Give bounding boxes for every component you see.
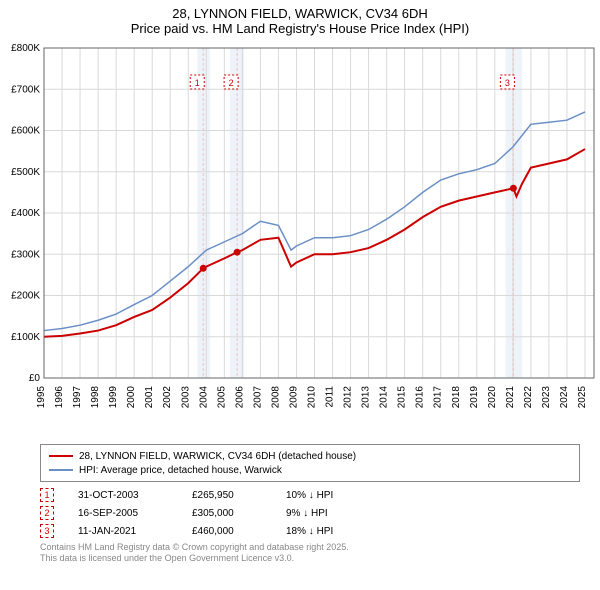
sale-date: 11-JAN-2021 bbox=[78, 526, 168, 537]
svg-text:2018: 2018 bbox=[451, 386, 462, 409]
sale-date: 16-SEP-2005 bbox=[78, 508, 168, 519]
legend-swatch-blue bbox=[49, 469, 73, 471]
svg-text:2012: 2012 bbox=[343, 386, 354, 409]
svg-text:2020: 2020 bbox=[487, 386, 498, 409]
chart-svg: 1 2 3 £0 £100K £200K £300K £400K £500K £600K £700K… bbox=[0, 38, 600, 438]
svg-text:£100K: £100K bbox=[11, 332, 40, 343]
svg-text:2003: 2003 bbox=[180, 386, 191, 409]
title-subtitle: Price paid vs. HM Land Registry's House … bbox=[0, 21, 600, 36]
sale-date: 31-OCT-2003 bbox=[78, 490, 168, 501]
title-block: 28, LYNNON FIELD, WARWICK, CV34 6DH Pric… bbox=[0, 0, 600, 38]
svg-text:2019: 2019 bbox=[469, 386, 480, 409]
svg-text:2023: 2023 bbox=[541, 386, 552, 409]
sale-pct: 10% ↓ HPI bbox=[286, 490, 376, 501]
legend-label: 28, LYNNON FIELD, WARWICK, CV34 6DH (det… bbox=[79, 451, 356, 462]
chart-container: 28, LYNNON FIELD, WARWICK, CV34 6DH Pric… bbox=[0, 0, 600, 590]
sale-marker-icon: 3 bbox=[40, 524, 54, 538]
svg-text:2001: 2001 bbox=[144, 386, 155, 409]
svg-text:£200K: £200K bbox=[11, 291, 40, 302]
svg-text:£500K: £500K bbox=[11, 167, 40, 178]
sale-pct: 18% ↓ HPI bbox=[286, 526, 376, 537]
footer-line: This data is licensed under the Open Gov… bbox=[40, 553, 580, 564]
svg-text:1: 1 bbox=[195, 78, 200, 88]
svg-text:£800K: £800K bbox=[11, 43, 40, 54]
svg-text:£0: £0 bbox=[29, 373, 41, 384]
svg-text:2004: 2004 bbox=[198, 386, 209, 409]
footer-line: Contains HM Land Registry data © Crown c… bbox=[40, 542, 580, 553]
svg-text:2002: 2002 bbox=[162, 386, 173, 409]
legend: 28, LYNNON FIELD, WARWICK, CV34 6DH (det… bbox=[40, 444, 580, 482]
svg-text:2014: 2014 bbox=[379, 386, 390, 409]
svg-text:2013: 2013 bbox=[361, 386, 372, 409]
svg-text:2021: 2021 bbox=[505, 386, 516, 409]
footer: Contains HM Land Registry data © Crown c… bbox=[40, 542, 580, 564]
sale-price: £265,950 bbox=[192, 490, 262, 501]
legend-row: HPI: Average price, detached house, Warw… bbox=[49, 463, 571, 477]
svg-text:2024: 2024 bbox=[559, 386, 570, 409]
svg-text:£300K: £300K bbox=[11, 249, 40, 260]
sale-price: £305,000 bbox=[192, 508, 262, 519]
legend-label: HPI: Average price, detached house, Warw… bbox=[79, 465, 282, 476]
svg-text:1996: 1996 bbox=[54, 386, 65, 409]
chart-area: 1 2 3 £0 £100K £200K £300K £400K £500K £600K £700K… bbox=[0, 38, 600, 438]
svg-text:3: 3 bbox=[505, 78, 510, 88]
svg-text:2011: 2011 bbox=[325, 386, 336, 408]
svg-text:2010: 2010 bbox=[306, 386, 317, 409]
svg-text:2009: 2009 bbox=[288, 386, 299, 409]
sale-marker-icon: 2 bbox=[40, 506, 54, 520]
sale-pct: 9% ↓ HPI bbox=[286, 508, 376, 519]
legend-swatch-red bbox=[49, 455, 73, 457]
svg-text:2006: 2006 bbox=[234, 386, 245, 409]
svg-text:2022: 2022 bbox=[523, 386, 534, 409]
svg-text:£400K: £400K bbox=[11, 208, 40, 219]
sales-table: 1 31-OCT-2003 £265,950 10% ↓ HPI 2 16-SE… bbox=[40, 486, 580, 540]
svg-text:2025: 2025 bbox=[577, 386, 588, 409]
svg-text:2017: 2017 bbox=[433, 386, 444, 409]
svg-text:£600K: £600K bbox=[11, 126, 40, 137]
title-address: 28, LYNNON FIELD, WARWICK, CV34 6DH bbox=[0, 6, 600, 21]
sales-row: 1 31-OCT-2003 £265,950 10% ↓ HPI bbox=[40, 486, 580, 504]
svg-text:2: 2 bbox=[229, 78, 234, 88]
svg-text:1999: 1999 bbox=[108, 386, 119, 409]
legend-row: 28, LYNNON FIELD, WARWICK, CV34 6DH (det… bbox=[49, 449, 571, 463]
svg-text:2005: 2005 bbox=[216, 386, 227, 409]
sale-price: £460,000 bbox=[192, 526, 262, 537]
sales-row: 3 11-JAN-2021 £460,000 18% ↓ HPI bbox=[40, 522, 580, 540]
svg-text:2000: 2000 bbox=[126, 386, 137, 409]
svg-text:£700K: £700K bbox=[11, 84, 40, 95]
svg-text:1995: 1995 bbox=[36, 386, 47, 409]
sale-marker-icon: 1 bbox=[40, 488, 54, 502]
svg-text:2015: 2015 bbox=[397, 386, 408, 409]
svg-text:2008: 2008 bbox=[270, 386, 281, 409]
svg-text:2016: 2016 bbox=[415, 386, 426, 409]
sales-row: 2 16-SEP-2005 £305,000 9% ↓ HPI bbox=[40, 504, 580, 522]
svg-text:1997: 1997 bbox=[72, 386, 83, 409]
svg-text:1998: 1998 bbox=[90, 386, 101, 409]
svg-text:2007: 2007 bbox=[252, 386, 263, 409]
